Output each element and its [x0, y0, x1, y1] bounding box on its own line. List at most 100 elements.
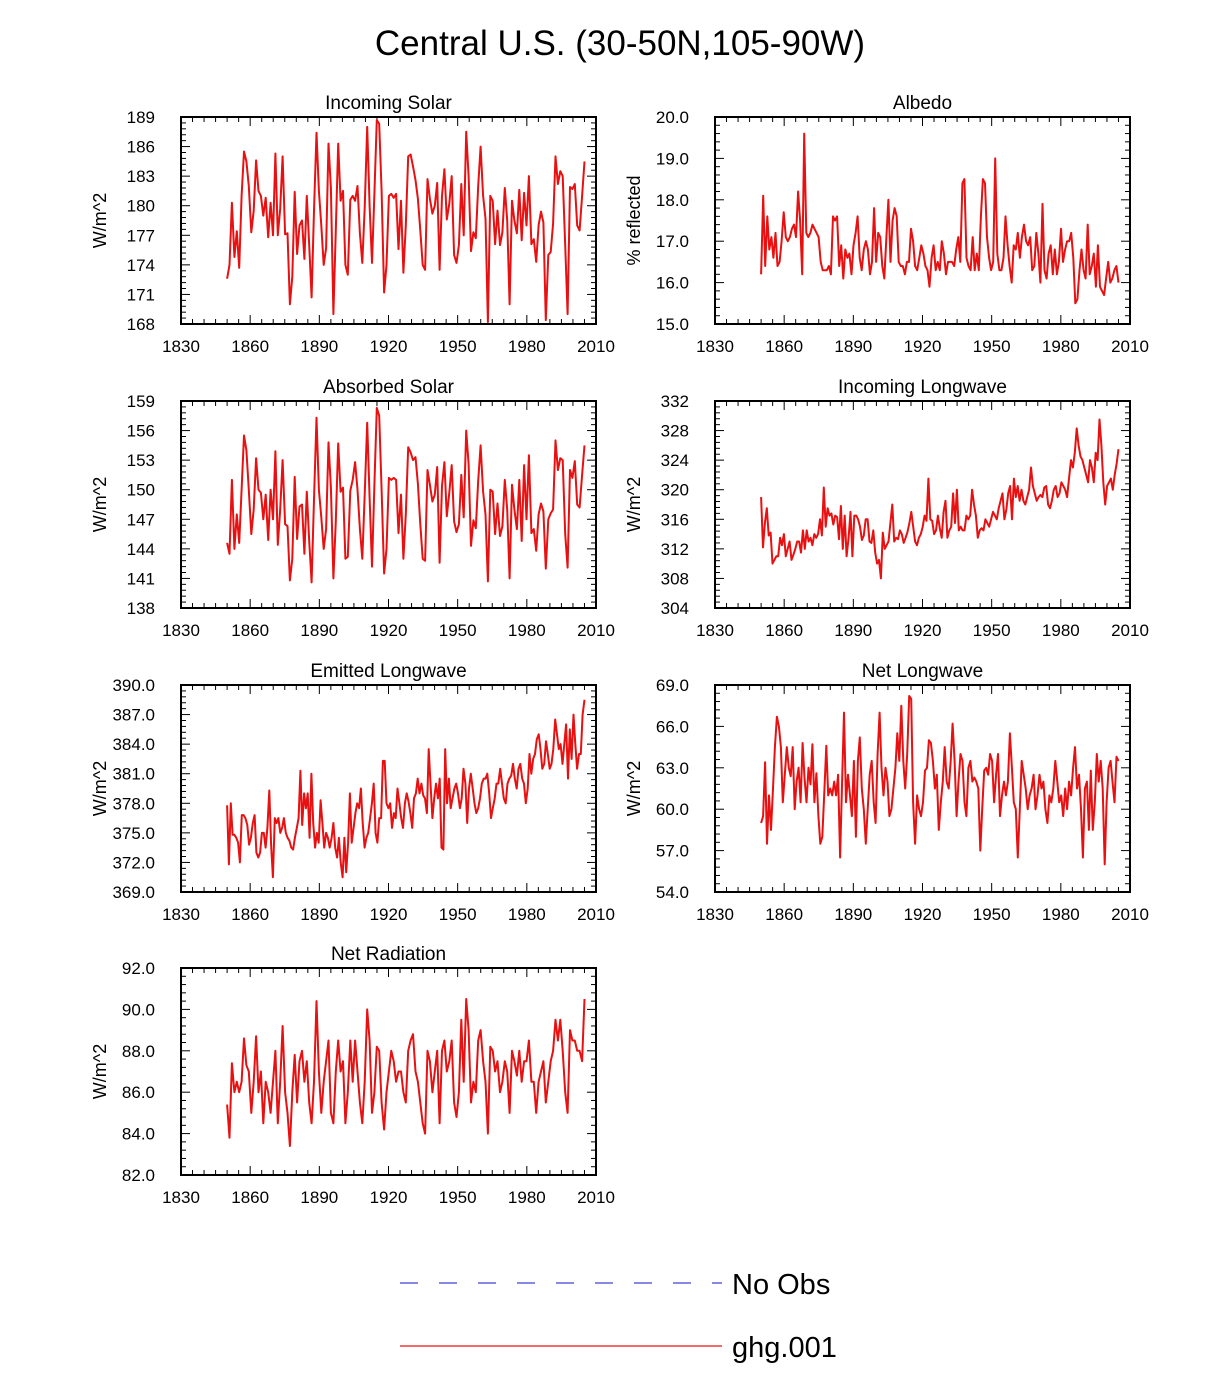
series-line-albedo — [760, 132, 1120, 305]
x-tick-label: 1830 — [162, 1188, 200, 1207]
panel-title-emitted-longwave: Emitted Longwave — [310, 661, 466, 682]
x-tick-label: 1860 — [231, 621, 269, 640]
x-tick-label: 1920 — [370, 337, 408, 356]
y-tick-label: 168 — [127, 315, 155, 334]
panel-title-absorbed-solar: Absorbed Solar — [323, 377, 455, 398]
y-tick-label: 90.0 — [122, 1000, 155, 1019]
x-tick-label: 1980 — [508, 337, 546, 356]
y-tick-label: 60.0 — [656, 800, 689, 819]
y-tick-label: 390.0 — [112, 676, 155, 695]
y-tick-label: 304 — [661, 599, 689, 618]
y-tick-label: 332 — [661, 392, 689, 411]
legend-no-obs-label: No Obs — [732, 1269, 830, 1301]
y-tick-label: 19.0 — [656, 149, 689, 168]
figure-title: Central U.S. (30-50N,105-90W) — [375, 24, 865, 63]
x-tick-label: 1950 — [973, 337, 1011, 356]
y-tick-label: 384.0 — [112, 735, 155, 754]
x-tick-label: 1860 — [765, 905, 803, 924]
y-tick-label: 159 — [127, 392, 155, 411]
x-tick-label: 1980 — [508, 905, 546, 924]
y-axis-label-net-longwave: W/m^2 — [624, 761, 644, 816]
y-tick-label: 82.0 — [122, 1166, 155, 1185]
y-tick-label: 177 — [127, 226, 155, 245]
x-tick-label: 2010 — [577, 621, 615, 640]
y-tick-label: 189 — [127, 108, 155, 127]
x-tick-label: 1860 — [231, 1188, 269, 1207]
panel-incoming-solar: Incoming Solar W/m^2 1830 1860 1890 1920 1950 1… — [90, 93, 615, 356]
x-tick-label: 1950 — [439, 621, 477, 640]
panel-albedo: Albedo % reflected 1830 1860 1890 1920 1950 198… — [624, 93, 1149, 356]
series-line-incoming-longwave — [760, 418, 1120, 580]
y-tick-label: 378.0 — [112, 794, 155, 813]
x-tick-label: 1980 — [1042, 905, 1080, 924]
legend-ghg-label: ghg.001 — [732, 1332, 837, 1364]
x-tick-label: 1890 — [300, 905, 338, 924]
y-tick-label: 84.0 — [122, 1125, 155, 1144]
panel-absorbed-solar: Absorbed Solar W/m^2 1830 1860 1890 1920 1950 1… — [90, 377, 615, 640]
panel-net-longwave: Net Longwave W/m^2 1830 1860 1890 1920 1950 198… — [624, 661, 1149, 924]
x-tick-label: 1980 — [508, 1188, 546, 1207]
y-tick-label: 15.0 — [656, 315, 689, 334]
x-tick-label: 1860 — [765, 621, 803, 640]
x-tick-label: 1920 — [370, 1188, 408, 1207]
x-tick-label: 1830 — [696, 337, 734, 356]
y-tick-label: 88.0 — [122, 1042, 155, 1061]
y-tick-label: 144 — [127, 540, 155, 559]
x-tick-label: 1950 — [439, 1188, 477, 1207]
plot-frame-albedo — [714, 116, 1131, 325]
y-tick-label: 147 — [127, 510, 155, 529]
x-tick-label: 1830 — [696, 621, 734, 640]
x-tick-label: 1920 — [370, 621, 408, 640]
x-tick-label: 1920 — [904, 621, 942, 640]
panel-title-net-longwave: Net Longwave — [862, 661, 983, 682]
x-tick-label: 2010 — [1111, 337, 1149, 356]
x-tick-label: 1890 — [834, 621, 872, 640]
y-axis-label-incoming-longwave: W/m^2 — [624, 477, 644, 532]
y-tick-label: 86.0 — [122, 1083, 155, 1102]
panel-emitted-longwave: Emitted Longwave W/m^2 1830 1860 1890 1920 195… — [90, 661, 615, 924]
y-tick-label: 141 — [127, 569, 155, 588]
series-line-net-radiation — [226, 998, 586, 1147]
y-tick-label: 372.0 — [112, 853, 155, 872]
x-tick-label: 2010 — [577, 337, 615, 356]
x-tick-label: 1950 — [439, 905, 477, 924]
panel-title-net-radiation: Net Radiation — [331, 944, 446, 965]
y-axis-label-absorbed-solar: W/m^2 — [90, 477, 110, 532]
y-tick-label: 375.0 — [112, 824, 155, 843]
y-tick-label: 183 — [127, 167, 155, 186]
panel-title-albedo: Albedo — [893, 93, 952, 114]
y-tick-label: 66.0 — [656, 717, 689, 736]
y-tick-label: 381.0 — [112, 765, 155, 784]
y-axis-label-net-radiation: W/m^2 — [90, 1044, 110, 1099]
x-tick-label: 2010 — [1111, 905, 1149, 924]
plot-frame-emitted-longwave — [180, 684, 597, 893]
x-tick-label: 1920 — [904, 337, 942, 356]
y-axis-label-albedo: % reflected — [624, 175, 644, 265]
x-tick-label: 1860 — [231, 337, 269, 356]
series-line-emitted-longwave — [226, 699, 586, 879]
series-line-net-longwave — [760, 695, 1120, 866]
x-tick-label: 1950 — [439, 337, 477, 356]
y-tick-label: 54.0 — [656, 883, 689, 902]
x-tick-label: 1980 — [508, 621, 546, 640]
x-tick-label: 1860 — [765, 337, 803, 356]
y-tick-label: 156 — [127, 422, 155, 441]
panel-incoming-longwave: Incoming Longwave W/m^2 1830 1860 1890 1920 19… — [624, 377, 1149, 640]
y-tick-label: 153 — [127, 451, 155, 470]
y-axis-label-incoming-solar: W/m^2 — [90, 193, 110, 248]
panel-net-radiation: Net Radiation W/m^2 1830 1860 1890 1920 1950 19… — [90, 944, 615, 1207]
panel-title-incoming-solar: Incoming Solar — [325, 93, 452, 114]
y-tick-label: 69.0 — [656, 676, 689, 695]
plot-frame-incoming-longwave — [714, 400, 1131, 609]
legend: No Obs ghg.001 — [400, 1269, 837, 1364]
y-tick-label: 17.0 — [656, 232, 689, 251]
x-tick-label: 1860 — [231, 905, 269, 924]
plot-frame-absorbed-solar — [180, 400, 597, 609]
y-axis-label-emitted-longwave: W/m^2 — [90, 761, 110, 816]
panel-title-incoming-longwave: Incoming Longwave — [838, 377, 1007, 398]
x-tick-label: 1830 — [696, 905, 734, 924]
y-tick-label: 20.0 — [656, 108, 689, 127]
x-tick-label: 1830 — [162, 621, 200, 640]
x-tick-label: 1890 — [834, 905, 872, 924]
